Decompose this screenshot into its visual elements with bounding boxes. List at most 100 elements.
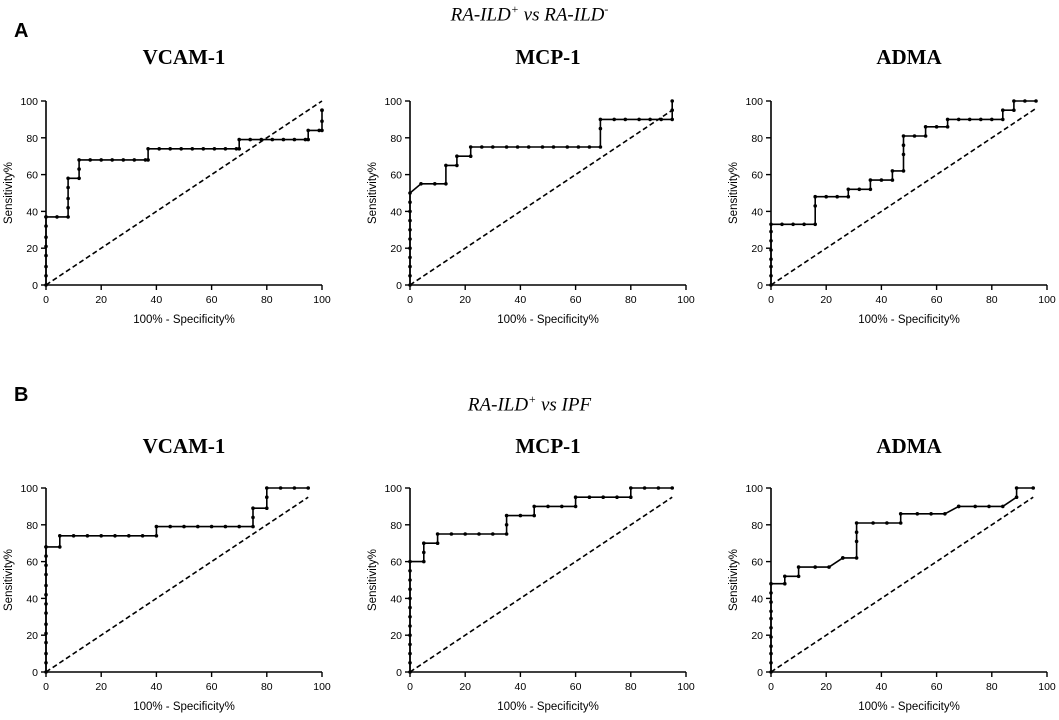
chart-3-roc-point-9 xyxy=(44,583,48,588)
chart-0: VCAM-1 0 20 40 60 80 100 0 20 40 60 80 100 100% - Spe… xyxy=(3,45,331,326)
chart-3-roc-point-39 xyxy=(306,486,311,490)
chart-2-roc-point-2 xyxy=(769,264,773,269)
chart-1-roc-point-12 xyxy=(433,182,437,186)
chart-1-roc-point-28 xyxy=(587,145,592,149)
chart-3-roc-line xyxy=(45,487,309,672)
chart-2-roc-point-14 xyxy=(824,194,828,199)
chart-2-roc-point-36 xyxy=(979,117,983,122)
chart-1-roc-point-20 xyxy=(491,145,495,149)
chart-1-roc-point-19 xyxy=(480,145,484,149)
chart-0-roc-point-3 xyxy=(44,253,48,258)
chart-0-roc-point-1 xyxy=(44,274,48,278)
chart-1-roc-point-5 xyxy=(408,237,412,241)
chart-3-roc-point-18 xyxy=(85,534,90,538)
chart-4-roc-line xyxy=(409,487,673,672)
chart-3-roc-point-7 xyxy=(44,602,48,606)
chart-1-roc-point-18 xyxy=(468,145,473,149)
chart-3-roc-point-8 xyxy=(44,592,48,597)
chart-3-roc-point-12 xyxy=(44,554,48,558)
chart-3-roc-point-11 xyxy=(44,563,48,568)
chart-1-roc-point-9 xyxy=(408,200,412,204)
chart-5-roc-point-7 xyxy=(769,609,773,614)
chart-0-roc-point-21 xyxy=(121,158,126,162)
chart-5-roc-point-19 xyxy=(854,556,859,560)
chart-2-roc-point-40 xyxy=(1012,108,1016,112)
chart-1-xtick-label-4: 80 xyxy=(625,294,637,306)
chart-4-roc-point-24 xyxy=(504,513,509,518)
chart-5-roc-point-11 xyxy=(783,581,787,586)
group-title-a-mid: vs RA-ILD xyxy=(518,4,605,26)
chart-4-roc-point-12 xyxy=(408,559,412,564)
chart-2-roc-point-39 xyxy=(1001,108,1005,112)
chart-1-roc-point-4 xyxy=(408,246,412,250)
chart-4-ytick-label-5: 100 xyxy=(384,483,402,495)
chart-0-roc-point-28 xyxy=(179,147,183,151)
chart-2-roc-point-11 xyxy=(813,222,817,227)
chart-4-roc-point-6 xyxy=(408,615,412,619)
chart-4-xtick-label-5: 100 xyxy=(677,681,695,693)
chart-4-roc-point-14 xyxy=(422,550,426,555)
chart-3-roc-point-35 xyxy=(265,495,269,500)
chart-0-roc-point-4 xyxy=(44,244,48,249)
chart-5-xtick-label-5: 100 xyxy=(1038,681,1056,693)
chart-4-roc-point-30 xyxy=(573,504,578,509)
chart-1-ytick-label-0: 0 xyxy=(396,280,402,292)
chart-0-xtick-label-1: 20 xyxy=(95,294,107,306)
chart-5-roc-point-6 xyxy=(769,616,773,621)
chart-0-ylabel: Sensitivity% xyxy=(3,162,15,224)
chart-0-roc-point-36 xyxy=(248,137,252,142)
chart-3-roc-point-14 xyxy=(44,545,48,549)
chart-0-roc-point-42 xyxy=(306,137,311,142)
chart-5-roc-point-1 xyxy=(769,661,773,665)
chart-0-roc-point-10 xyxy=(66,215,70,219)
chart-4-roc-point-9 xyxy=(408,587,412,591)
chart-2-ytick-label-0: 0 xyxy=(757,280,763,292)
chart-5-reference-line xyxy=(770,496,1034,673)
chart-0-xtick-label-2: 40 xyxy=(151,294,163,306)
chart-2-roc-point-23 xyxy=(890,169,895,173)
chart-5-roc-point-12 xyxy=(783,574,787,579)
chart-1-roc-point-8 xyxy=(408,209,412,214)
chart-3-roc-point-22 xyxy=(140,534,145,538)
chart-1-roc-point-1 xyxy=(408,274,412,278)
chart-2-xtick-label-3: 60 xyxy=(931,294,943,306)
chart-4-roc-point-31 xyxy=(573,495,578,500)
chart-1-roc-point-32 xyxy=(612,117,616,122)
chart-1-roc-point-23 xyxy=(526,145,531,149)
chart-3-roc-point-21 xyxy=(127,534,131,538)
chart-0-xtick-label-3: 60 xyxy=(206,294,218,306)
chart-3: VCAM-1 0 20 40 60 80 100 0 20 40 60 80 100 100% - Spe… xyxy=(3,434,331,713)
chart-5-xtick-label-4: 80 xyxy=(986,681,998,693)
chart-4-roc-point-27 xyxy=(532,504,536,509)
chart-2-reference-line xyxy=(770,107,1037,286)
chart-0-ytick-label-1: 20 xyxy=(26,243,38,255)
chart-5-roc-point-33 xyxy=(987,504,991,509)
chart-3-ytick-label-2: 40 xyxy=(26,593,38,605)
chart-4-roc-point-20 xyxy=(477,532,481,536)
chart-0-roc-point-35 xyxy=(237,137,241,142)
chart-4-roc-point-1 xyxy=(408,661,412,665)
chart-0-roc-point-14 xyxy=(66,176,70,181)
chart-0-roc-point-26 xyxy=(157,147,161,151)
chart-0-roc-point-45 xyxy=(320,128,324,133)
chart-0-roc-point-13 xyxy=(66,185,70,190)
chart-2-xtick-label-4: 80 xyxy=(986,294,998,306)
chart-1-roc-point-16 xyxy=(455,154,459,158)
chart-3-roc-point-2 xyxy=(44,651,48,656)
chart-5-roc-point-37 xyxy=(1031,486,1035,490)
chart-5-roc-line xyxy=(770,487,1034,672)
chart-0-roc-point-19 xyxy=(99,158,103,162)
chart-0-roc-point-32 xyxy=(223,147,228,151)
chart-3-roc-point-32 xyxy=(251,515,255,520)
chart-5-title: ADMA xyxy=(876,434,942,458)
chart-0-roc-point-34 xyxy=(237,147,241,151)
chart-0-roc-point-33 xyxy=(234,147,239,151)
chart-2-roc-point-1 xyxy=(769,274,773,278)
chart-4-roc-point-21 xyxy=(491,532,495,536)
chart-0-ytick-label-5: 100 xyxy=(20,96,38,108)
chart-5-roc-point-8 xyxy=(769,600,773,604)
chart-4-roc-point-38 xyxy=(656,486,661,490)
chart-4-xlabel: 100% - Specificity% xyxy=(497,701,599,713)
chart-2-roc-point-10 xyxy=(802,222,806,227)
chart-2-roc-point-12 xyxy=(813,204,817,208)
